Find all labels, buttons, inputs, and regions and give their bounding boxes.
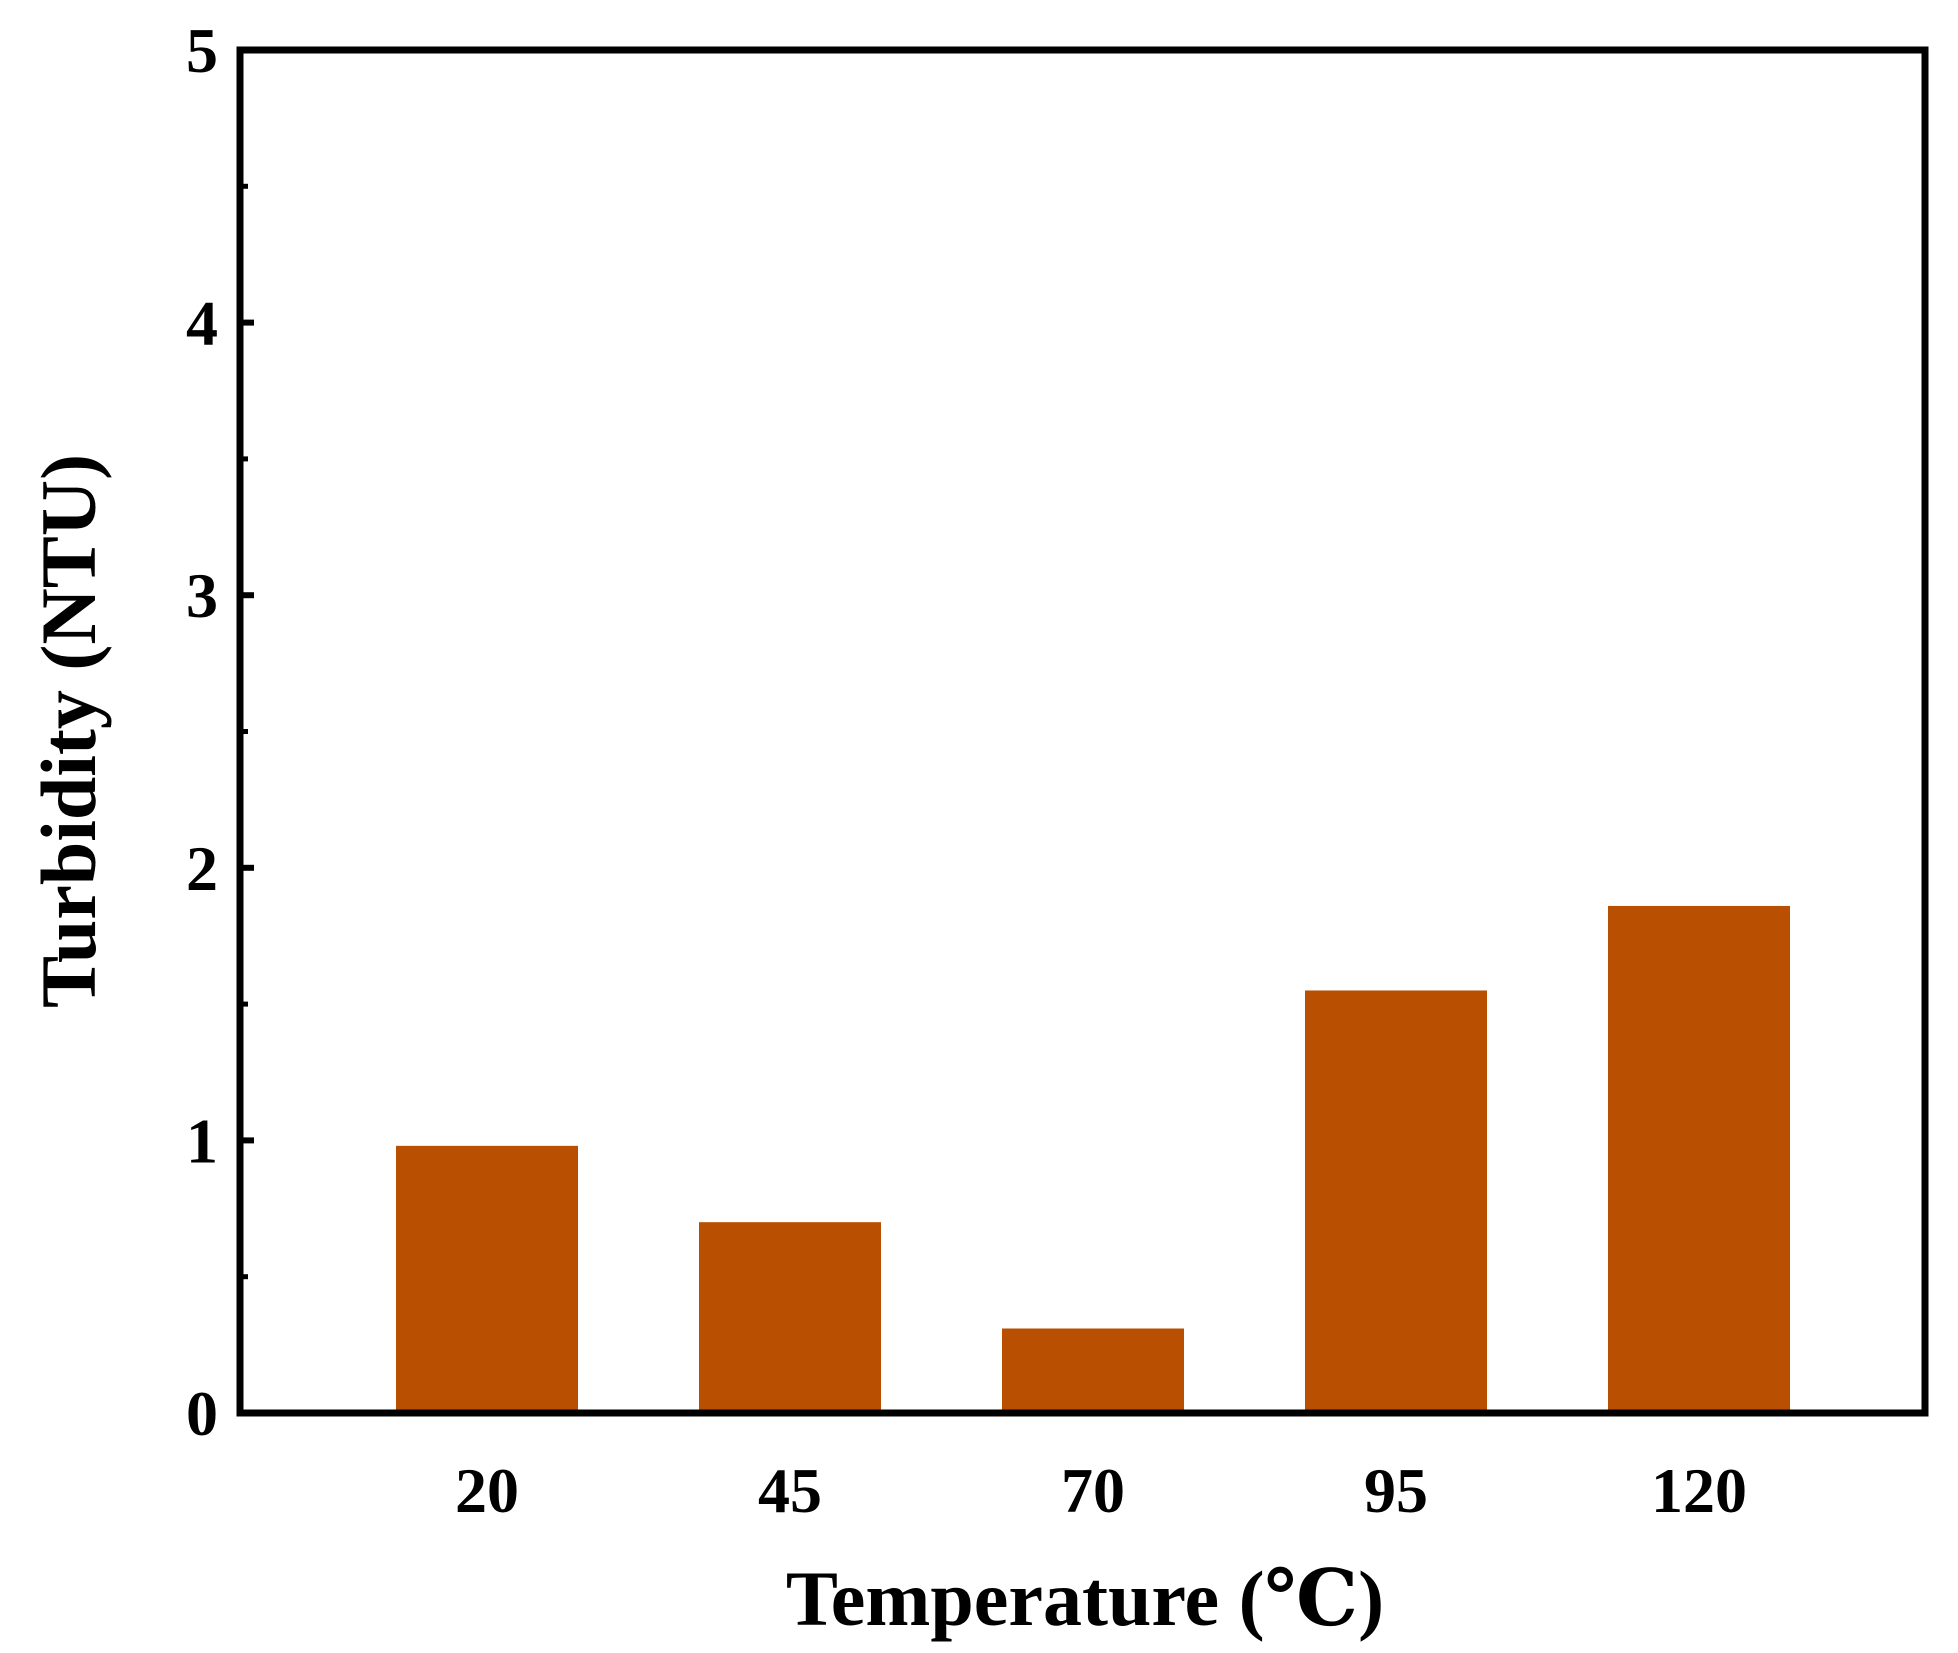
- x-tick-label: 20: [455, 1455, 519, 1526]
- y-tick-label: 4: [186, 288, 218, 359]
- y-tick-label: 0: [186, 1378, 218, 1449]
- y-tick-label: 2: [186, 833, 218, 904]
- bar-20: [396, 1145, 578, 1413]
- bar-70: [1002, 1328, 1184, 1413]
- plot-frame: [236, 46, 1929, 1417]
- y-tick-label: 3: [186, 560, 218, 631]
- y-ticks-group: 0 1 2 3 4 5: [186, 15, 254, 1449]
- bar-45: [699, 1222, 881, 1413]
- bar-95: [1305, 990, 1487, 1413]
- x-tick-label: 70: [1061, 1455, 1125, 1526]
- x-tick-label: 120: [1651, 1455, 1747, 1526]
- y-tick-label: 1: [186, 1105, 218, 1176]
- x-tick-label: 45: [758, 1455, 822, 1526]
- x-tick-label: 95: [1364, 1455, 1428, 1526]
- bars-group: [396, 905, 1790, 1413]
- y-axis-title: Turbidity (NTU): [25, 454, 112, 1008]
- bar-120: [1608, 905, 1790, 1413]
- x-ticks-group: 20 45 70 95 120: [455, 1455, 1747, 1526]
- y-tick-label: 5: [186, 15, 218, 86]
- x-axis-title: Temperature (℃): [786, 1555, 1384, 1642]
